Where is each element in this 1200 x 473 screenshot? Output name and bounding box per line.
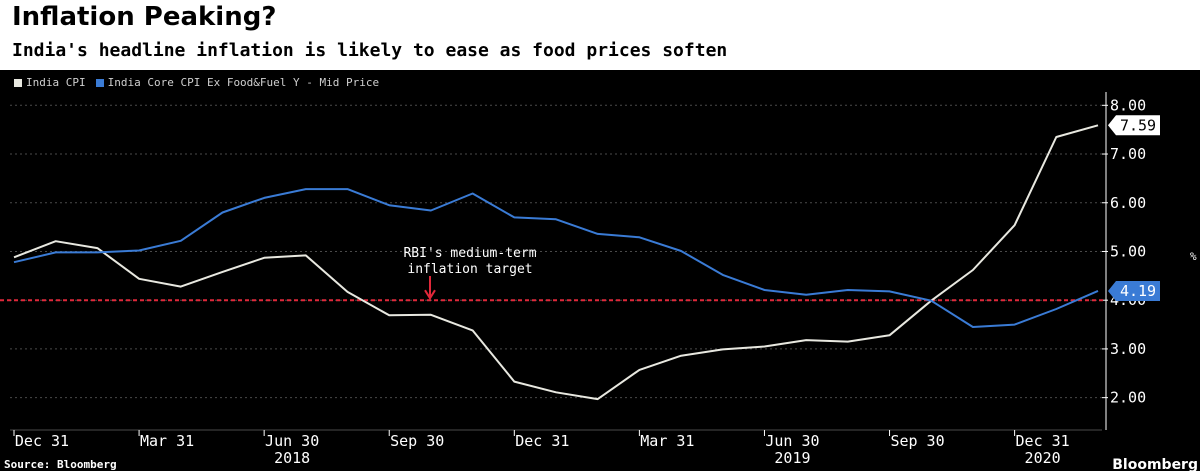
y-tick-label: 8.00 [1110,96,1146,114]
x-year-label: 2019 [774,449,810,467]
y-tick-label: 5.00 [1110,242,1146,260]
x-tick-label: Mar 31 [140,432,194,450]
cpi-last-value-label: 7.59 [1120,116,1156,134]
x-year-label: 2018 [274,449,310,467]
x-tick-label: Sep 30 [390,432,444,450]
x-tick-label: Dec 31 [515,432,569,450]
y-tick-label: 2.00 [1110,389,1146,407]
x-tick-label: Dec 31 [1016,432,1070,450]
source-note: Source: Bloomberg [4,458,117,471]
cpi-last-value-tag [1108,115,1160,136]
x-tick-label: Sep 30 [890,432,944,450]
legend-item-core: India Core CPI Ex Food&Fuel Y - Mid Pric… [95,76,380,89]
cpi-series-line [13,124,1099,401]
annotation-line1: RBI's medium-term [403,246,536,261]
legend-swatch-cpi [14,78,22,87]
core-series-line [13,188,1099,328]
annotation-line2: inflation target [407,262,532,277]
chart-subtitle: India's headline inflation is likely to … [12,40,728,61]
y-tick-label: 7.00 [1110,145,1146,163]
x-tick-label: Mar 31 [640,432,694,450]
annotation-arrow-head [424,289,436,301]
legend-label-cpi: India CPI [26,76,86,89]
chart-title: Inflation Peaking? [12,2,277,32]
y-unit-label: % [1190,250,1197,263]
legend-swatch-core [95,78,104,87]
legend-item-cpi: India CPI [14,76,86,89]
x-year-label: 2020 [1025,449,1061,467]
x-tick-label: Jun 30 [765,432,819,450]
legend-label-core: India Core CPI Ex Food&Fuel Y - Mid Pric… [107,76,380,89]
brand-logo: Bloomberg [1112,457,1198,473]
y-tick-label: 3.00 [1110,340,1146,358]
y-tick-label: 6.00 [1110,194,1146,212]
chart-legend: India CPI India Core CPI Ex Food&Fuel Y … [14,76,379,89]
x-tick-label: Dec 31 [15,432,69,450]
core-last-value-tag [1108,280,1160,301]
x-tick-label: Jun 30 [265,432,319,450]
core-last-value-label: 4.19 [1120,282,1156,300]
